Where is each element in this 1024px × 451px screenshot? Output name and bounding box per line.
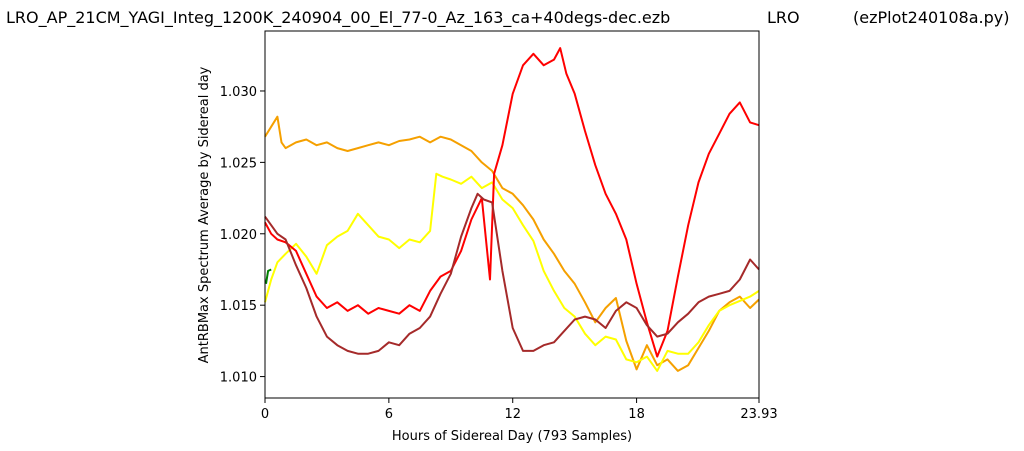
series-line-5 [265, 268, 272, 284]
series-line-4 [264, 192, 760, 355]
x-tick-label: 18 [628, 407, 645, 422]
plot-frame [264, 30, 760, 399]
series-line-2 [264, 172, 760, 372]
x-tick-label: 12 [504, 407, 521, 422]
series-layer [264, 47, 760, 372]
chart-title-source: LRO [767, 8, 800, 27]
chart-title-script: (ezPlot240108a.py) [853, 8, 1009, 27]
axes: 0 6 12 18 23.93 1.010 1.015 1.020 1.025 1.030 [220, 30, 778, 422]
x-tick-label: 6 [385, 407, 393, 422]
chart-title: LRO_AP_21CM_YAGI_Integ_1200K_240904_00_E… [6, 8, 670, 28]
x-tick-label: 0 [261, 407, 269, 422]
x-axis-label: Hours of Sidereal Day (793 Samples) [392, 429, 632, 444]
y-tick-label: 1.020 [220, 228, 257, 243]
y-tick-label: 1.030 [220, 85, 257, 100]
y-axis-label: AntRBMax Spectrum Average by Sidereal da… [197, 66, 212, 363]
y-tick-label: 1.015 [220, 299, 257, 314]
series-line-1 [264, 115, 760, 372]
x-tick-label: 23.93 [740, 407, 777, 422]
series-line-3 [264, 47, 760, 358]
y-tick-label: 1.025 [220, 156, 257, 171]
y-tick-label: 1.010 [220, 371, 257, 386]
